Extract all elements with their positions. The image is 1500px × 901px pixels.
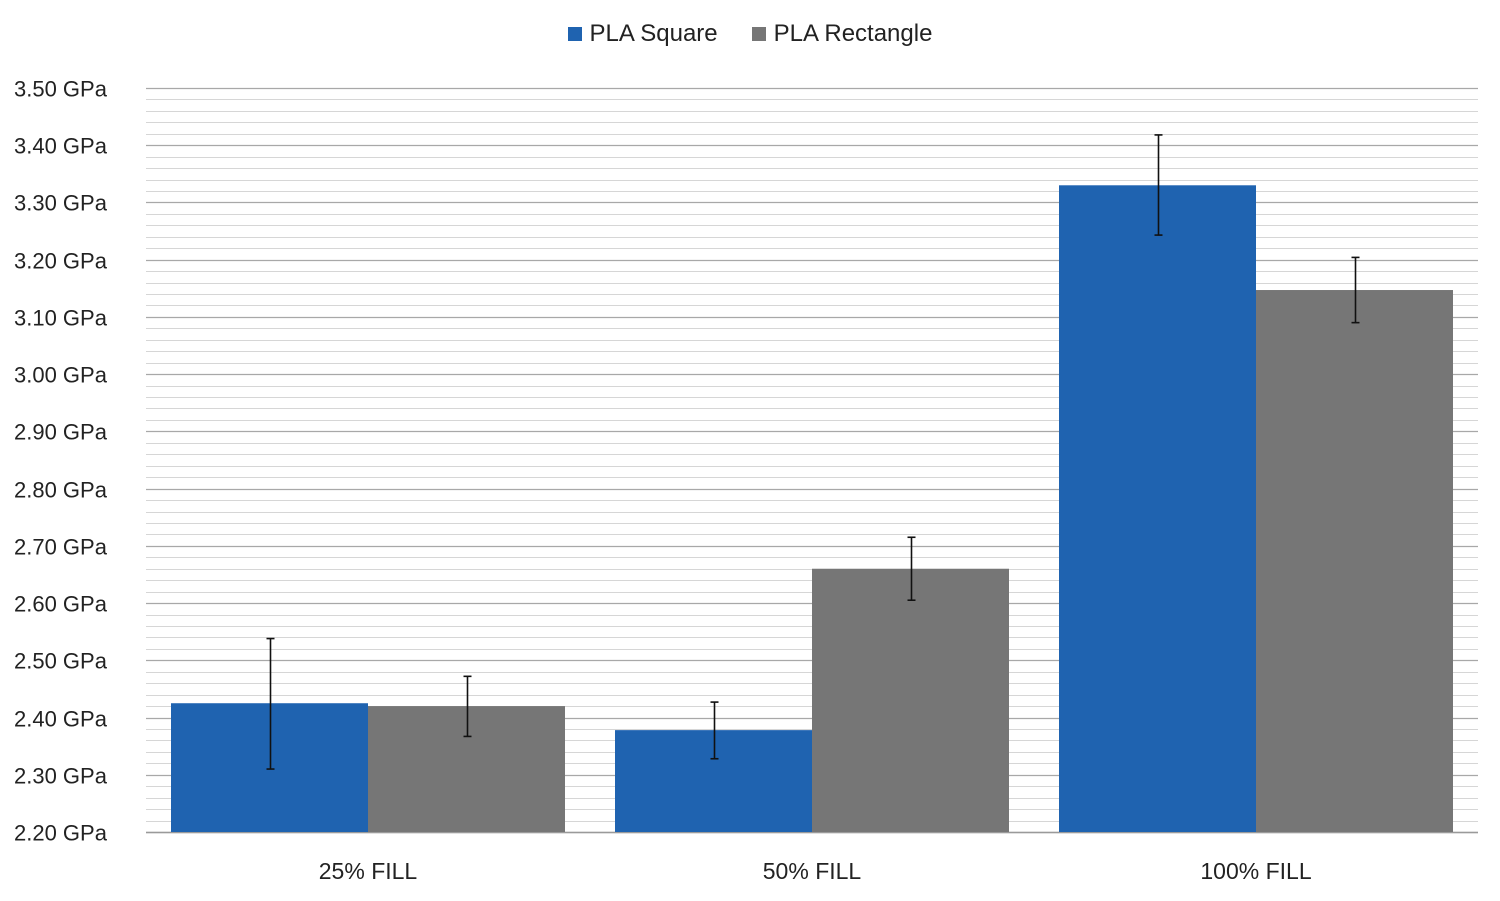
y-tick-label: 2.30 GPa: [14, 764, 108, 789]
y-tick-label: 2.50 GPa: [14, 649, 108, 674]
legend-item-pla-rectangle: PLA Rectangle: [751, 20, 933, 48]
y-tick-label: 3.20 GPa: [14, 249, 108, 274]
x-tick-label: 100% FILL: [1200, 858, 1311, 884]
y-tick-label: 2.40 GPa: [14, 707, 108, 732]
y-tick-label: 3.30 GPa: [14, 191, 108, 216]
legend-swatch-pla-square: [567, 27, 582, 41]
y-tick-label: 2.80 GPa: [14, 478, 108, 503]
x-tick-label: 25% FILL: [319, 858, 418, 884]
legend-label-pla-square: PLA Square: [589, 20, 718, 47]
legend-swatch-pla-rectangle: [751, 27, 766, 41]
bar-pla-rectangle-2: [812, 568, 1009, 832]
y-tick-label: 2.20 GPa: [14, 821, 108, 846]
y-tick-label: 3.00 GPa: [14, 363, 108, 388]
y-tick-label: 2.70 GPa: [14, 535, 108, 560]
legend-label-pla-rectangle: PLA Rectangle: [773, 20, 933, 47]
y-tick-label: 2.90 GPa: [14, 420, 108, 445]
legend-item-pla-square: PLA Square: [567, 20, 718, 48]
bar-pla-rectangle-1: [368, 706, 565, 832]
y-tick-label: 3.50 GPa: [14, 77, 108, 102]
bar-pla-square-2: [615, 730, 812, 832]
bar-pla-square-3: [1059, 185, 1256, 833]
y-tick-label: 2.60 GPa: [14, 592, 108, 617]
x-tick-label: 50% FILL: [763, 858, 862, 884]
bar-pla-square-1: [171, 703, 368, 832]
y-tick-label: 3.40 GPa: [14, 134, 108, 159]
legend: PLA Square PLA Rectangle: [0, 20, 1500, 48]
y-tick-label: 3.10 GPa: [14, 306, 108, 331]
bar-pla-rectangle-3: [1256, 290, 1453, 832]
